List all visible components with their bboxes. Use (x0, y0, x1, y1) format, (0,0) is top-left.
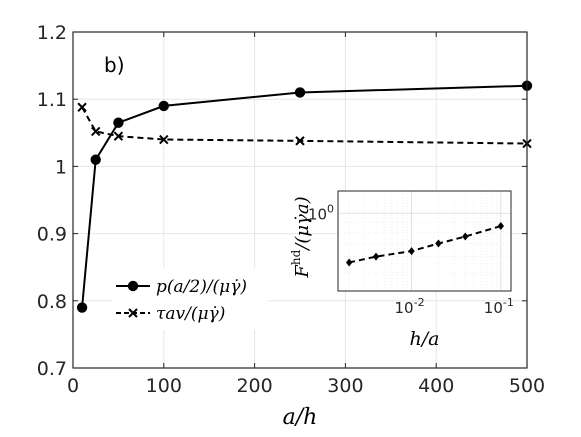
main-plot-border (72, 31, 528, 369)
inset-x-tick-base: 10 (395, 299, 414, 317)
series-1-point (90, 154, 101, 165)
series-1-point (113, 117, 124, 128)
inset-y-tick-label: 100 (308, 202, 334, 223)
inset-series-point (497, 222, 505, 231)
inset-series-line (348, 225, 502, 264)
x-tick-label: 0 (67, 375, 79, 397)
inset-y-label-base: F (292, 264, 313, 279)
y-tick-label: 0.7 (37, 358, 67, 380)
x-tick-label: 500 (509, 375, 545, 397)
inset-y-axis-label: Fhd/(μγ̇a) (289, 196, 313, 278)
series-1-point (294, 87, 306, 98)
inset-y-tick-base: 10 (308, 205, 327, 223)
inset-y-label-superscript: hd (289, 249, 303, 265)
inset-plot-area (338, 191, 511, 291)
inset-x-tick-exponent: -2 (414, 296, 425, 309)
inset-x-axis-label: h/a (410, 328, 440, 350)
legend-label-1: p(a/2)/(μγ̇) (156, 277, 247, 297)
inset-series-point (435, 239, 442, 248)
legend-box (112, 268, 268, 330)
inset-series-point (408, 247, 415, 256)
inset-x-tick-label: 10-2 (395, 296, 425, 317)
series-1-point (158, 100, 169, 112)
inset-series-point (462, 232, 469, 241)
inset-plot-border (337, 190, 512, 292)
series-2-point (113, 131, 124, 141)
inset-y-label-rest: /(μγ̇a) (292, 196, 313, 251)
legend: p(a/2)/(μγ̇) τav/(μγ̇) (112, 268, 268, 330)
inset-series-point (372, 252, 380, 261)
y-tick-label: 1 (55, 156, 67, 178)
main-tick-marks (72, 31, 528, 369)
series-2-point (77, 102, 87, 112)
legend-marker-2 (128, 308, 138, 318)
inset-x-tick-base: 10 (484, 299, 503, 317)
series-line-2 (81, 106, 528, 145)
y-tick-label: 0.8 (37, 291, 67, 313)
series-2-point (159, 134, 169, 145)
x-tick-label: 300 (327, 375, 363, 397)
x-tick-label: 400 (418, 375, 454, 397)
series-1-point (76, 302, 88, 313)
series-2-point (295, 136, 305, 146)
inset-x-tick-label: 10-1 (484, 296, 514, 317)
series-line-1 (81, 84, 528, 308)
x-tick-label: 100 (146, 375, 182, 397)
x-tick-label: 200 (236, 375, 272, 397)
y-tick-label: 0.9 (37, 224, 67, 246)
main-x-tick-labels: 0 100 200 300 400 500 (67, 375, 545, 397)
inset-series-point (345, 258, 353, 267)
legend-marker-1 (127, 280, 139, 292)
inset-series (345, 222, 505, 267)
inset-y-tick-exponent: 0 (327, 202, 334, 215)
legend-label-2: τav/(μγ̇) (156, 304, 225, 324)
inset-x-tick-exponent: -1 (503, 296, 514, 309)
y-tick-label: 1.1 (37, 89, 67, 111)
main-x-axis-label: a/h (283, 405, 318, 430)
y-tick-label: 1.2 (37, 22, 67, 44)
panel-label: b) (104, 53, 125, 77)
main-y-tick-labels: 0.7 0.8 0.9 1 1.1 1.2 (37, 22, 67, 380)
series-2-point (90, 126, 101, 137)
